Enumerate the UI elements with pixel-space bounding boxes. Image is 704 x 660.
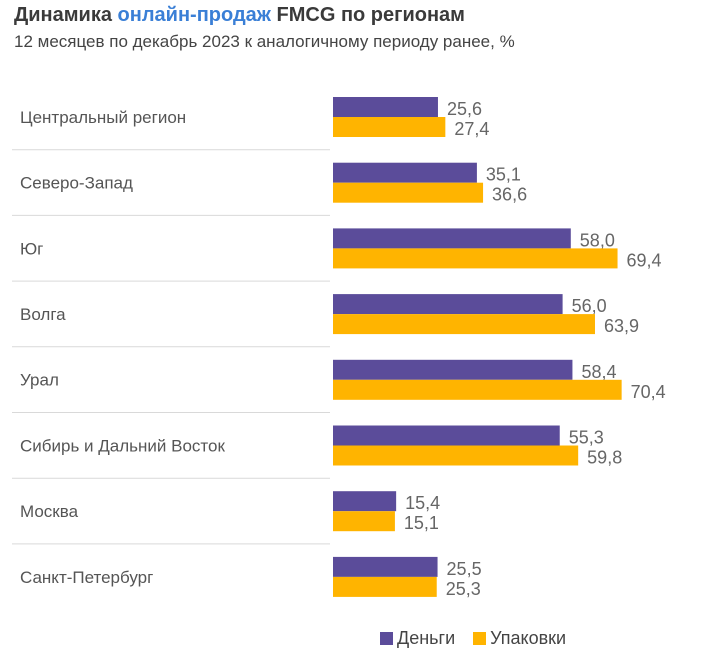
category-label: Волга — [20, 305, 66, 324]
chart-subtitle: 12 месяцев по декабрь 2023 к аналогичном… — [14, 32, 515, 51]
category-label: Санкт-Петербург — [20, 568, 153, 587]
category-label: Москва — [20, 502, 79, 521]
bar-money — [333, 425, 560, 446]
legend-item-money: Деньги — [380, 628, 455, 649]
value-label-packs: 59,8 — [587, 448, 622, 468]
value-label-packs: 15,1 — [404, 513, 439, 533]
value-label-money: 55,3 — [569, 428, 604, 448]
bar-money — [333, 556, 438, 577]
bar-money — [333, 162, 477, 183]
bar-money — [333, 97, 438, 117]
legend: Деньги Упаковки — [380, 628, 566, 649]
value-label-money: 56,0 — [572, 296, 607, 316]
category-label: Северо-Запад — [20, 174, 133, 193]
bar-packs — [333, 314, 595, 335]
chart-title-part1: Динамика — [14, 4, 118, 26]
value-label-packs: 63,9 — [604, 316, 639, 336]
bar-packs — [333, 182, 484, 203]
bar-chart: Центральный регион 25,627,4 Северо-Запад 35… — [12, 97, 666, 599]
value-label-packs: 25,3 — [446, 579, 481, 599]
value-label-money: 35,1 — [486, 165, 521, 185]
value-label-money: 25,6 — [447, 99, 482, 119]
legend-label-money: Деньги — [397, 628, 456, 648]
bar-packs — [333, 576, 437, 597]
legend-item-packs: Упаковки — [473, 628, 566, 649]
category-label: Юг — [20, 239, 43, 258]
chart-title: Динамика онлайн-продаж FMCG по регионам — [14, 4, 465, 27]
bar-money — [333, 491, 397, 512]
bar-packs — [333, 445, 579, 466]
legend-label-packs: Упаковки — [490, 628, 567, 648]
bar-packs — [333, 248, 618, 269]
legend-swatch-money — [380, 632, 393, 645]
value-label-money: 25,5 — [447, 559, 482, 579]
bar-packs — [333, 511, 395, 532]
value-label-packs: 36,6 — [492, 185, 527, 205]
value-label-money: 58,0 — [580, 230, 615, 250]
value-label-packs: 70,4 — [631, 382, 666, 402]
category-label: Урал — [20, 371, 59, 390]
bar-packs — [333, 117, 446, 137]
legend-swatch-packs — [473, 632, 487, 645]
bar-money — [333, 228, 571, 249]
chart-title-accent: онлайн-продаж — [117, 4, 271, 26]
bar-money — [333, 294, 563, 315]
bar-packs — [333, 379, 622, 400]
value-label-money: 58,4 — [581, 362, 616, 382]
value-label-money: 15,4 — [405, 493, 440, 513]
chart-title-part2: FMCG по регионам — [270, 4, 465, 26]
category-label: Центральный регион — [20, 108, 186, 127]
bar-money — [333, 359, 573, 380]
value-label-packs: 27,4 — [454, 119, 489, 139]
value-label-packs: 69,4 — [627, 250, 662, 270]
category-label: Сибирь и Дальний Восток — [20, 436, 225, 455]
